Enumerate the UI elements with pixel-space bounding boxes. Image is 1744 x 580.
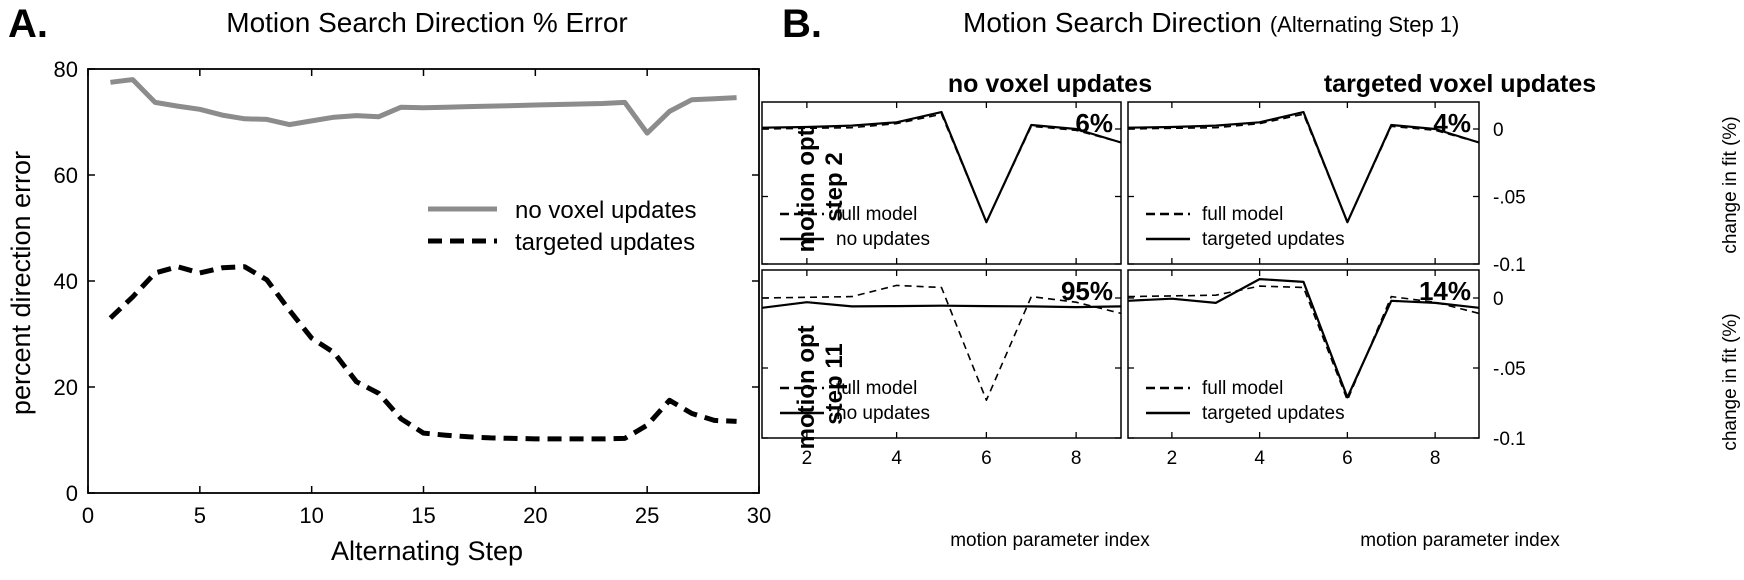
subplot-right-y-tick-label: 0 (1493, 120, 1504, 141)
column-title-no-voxel-updates: no voxel updates (948, 70, 1152, 98)
subplot-percent-annotation: 95% (1061, 276, 1113, 306)
subplot-right-y-tick-label: -.05 (1493, 188, 1526, 209)
subplot-right-y-tick-label: -0.1 (1493, 255, 1526, 276)
panel-a-y-ticks: 0 20 40 60 80 (54, 57, 759, 506)
subplot-legend-label: full model (1202, 204, 1283, 225)
subplot-series-no-updates (761, 110, 1122, 224)
row-label-step-2-line2: step 2 (821, 152, 848, 221)
panel-b-title-suffix: (Alternating Step 1) (1270, 12, 1460, 37)
panel-a-plot-frame (87, 68, 760, 494)
panel-a-x-label: Alternating Step (331, 536, 523, 566)
panel-a-legend: no voxel updates targeted updates (428, 197, 696, 256)
subplot-r0-c0: 6% full model no updates (761, 101, 1122, 265)
panel-a-y-tick-label: 80 (54, 57, 78, 82)
x-label-left: motion parameter index (950, 530, 1150, 551)
subplot-legend-label: targeted updates (1202, 403, 1345, 424)
subplot-x-tick-label: 6 (981, 448, 992, 469)
subplot-series-full-model (1127, 113, 1480, 223)
subplot-x-tick-label: 8 (1071, 448, 1082, 469)
subplot-x-tick-label: 8 (1430, 448, 1441, 469)
panel-b-title: Motion Search Direction (Alternating Step… (963, 7, 1459, 38)
panel-a: A. Motion Search Direction % Error 0 5 10 1… (6, 2, 771, 566)
subplot-x-tick-label: 4 (1254, 448, 1265, 469)
panel-a-x-tick-label: 20 (523, 503, 547, 528)
subplot-frame (1127, 101, 1480, 265)
panel-a-title: Motion Search Direction % Error (226, 7, 627, 38)
panel-a-y-tick-label: 20 (54, 375, 78, 400)
panel-a-x-tick-label: 10 (299, 503, 323, 528)
subplot-x-tick-label: 2 (802, 448, 813, 469)
panel-b-title-main: Motion Search Direction (963, 7, 1262, 38)
subplot-frame (761, 269, 1122, 439)
subplot-frame (761, 101, 1122, 265)
column-title-targeted-voxel-updates: targeted voxel updates (1324, 70, 1596, 98)
row-label-step-11-line2: step 11 (821, 343, 848, 424)
panel-a-x-tick-label: 5 (194, 503, 206, 528)
series-line-no-voxel-updates (110, 77, 737, 136)
series-line-targeted-updates (108, 264, 737, 442)
panel-b: B. Motion Search Direction (Alternating S… (761, 2, 1741, 551)
subplot-series-no-updates (761, 301, 1122, 309)
subplot-x-tick-label: 6 (1342, 448, 1353, 469)
right-y-label-bottom: change in fit (%) (1720, 313, 1741, 450)
row-label-step-2: motion opt step 2 (793, 122, 848, 253)
subplot-series-full-model (761, 284, 1122, 402)
subplot-x-tick-label: 4 (891, 448, 902, 469)
subplot-frame (1127, 269, 1480, 439)
subplot-r0-c1: 0 -.05 -0.1 4% full model targeted updates (1127, 101, 1526, 276)
subplot-legend-label: full model (836, 378, 917, 399)
legend-label-no-voxel-updates: no voxel updates (515, 197, 696, 224)
subplot-legend-label: no updates (836, 229, 930, 250)
panel-b-letter: B. (782, 2, 822, 46)
panel-a-y-label: percent direction error (6, 151, 36, 415)
right-y-label-top: change in fit (%) (1720, 116, 1741, 253)
panel-a-x-tick-label: 0 (82, 503, 94, 528)
subplot-right-y-tick-label: -0.1 (1493, 429, 1526, 450)
panel-a-y-tick-label: 40 (54, 269, 78, 294)
subplot-r1-c0: 2 4 6 8 95% full model no updates (761, 269, 1122, 469)
subplot-legend-label: full model (836, 204, 917, 225)
subplot-legend-label: targeted updates (1202, 229, 1345, 250)
panel-a-x-tick-label: 15 (411, 503, 435, 528)
panel-a-y-tick-label: 0 (66, 481, 78, 506)
row-label-step-2-line1: motion opt (793, 128, 820, 252)
panel-a-y-tick-label: 60 (54, 163, 78, 188)
subplot-series-targeted-updates (1127, 278, 1480, 399)
subplot-legend-label: no updates (836, 403, 930, 424)
subplot-legend-label: full model (1202, 378, 1283, 399)
subplot-r1-c1: 2 4 6 8 0 -.05 -0.1 14% full model targeted updat… (1127, 269, 1526, 469)
panel-a-x-ticks: 0 5 10 15 20 25 30 (82, 69, 771, 528)
panel-a-series (108, 77, 737, 442)
panel-a-letter: A. (8, 2, 48, 46)
subplot-right-y-tick-label: 0 (1493, 289, 1504, 310)
subplot-percent-annotation: 4% (1433, 108, 1471, 138)
subplot-right-y-tick-label: -.05 (1493, 359, 1526, 380)
x-label-right: motion parameter index (1360, 530, 1560, 551)
panel-b-subplots: 6% full model no updates 0 -.05 -0.1 4% full mo… (761, 101, 1526, 469)
subplot-percent-annotation: 14% (1419, 276, 1471, 306)
subplot-x-tick-label: 2 (1167, 448, 1178, 469)
legend-label-targeted-updates: targeted updates (515, 229, 695, 256)
panel-a-x-tick-label: 30 (747, 503, 771, 528)
subplot-percent-annotation: 6% (1075, 108, 1113, 138)
panel-a-x-tick-label: 25 (635, 503, 659, 528)
subplot-series-targeted-updates (1127, 110, 1480, 224)
